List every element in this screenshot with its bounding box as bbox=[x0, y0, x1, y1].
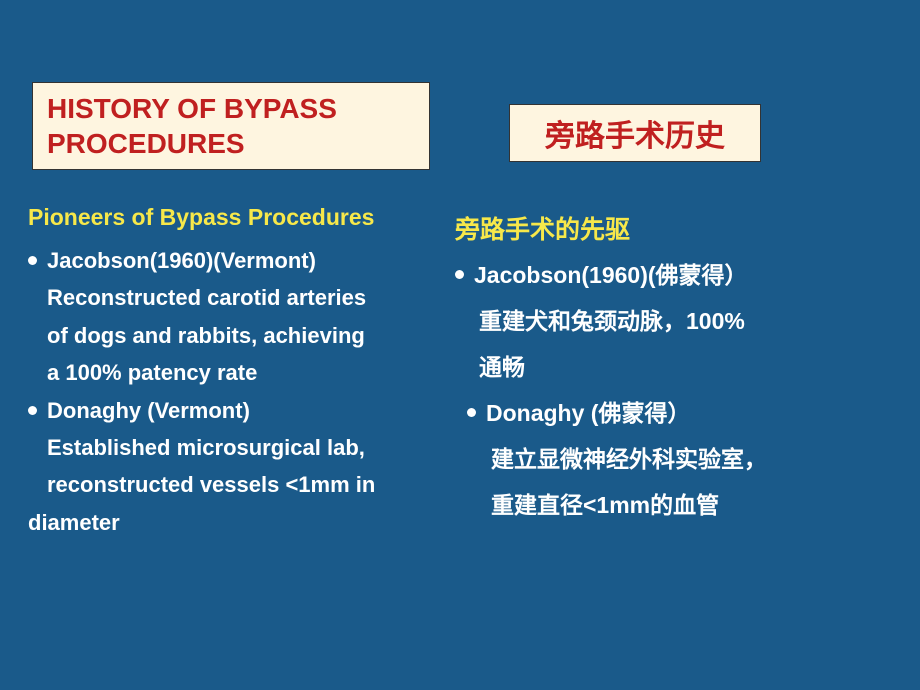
subtitle-left: Pioneers of Bypass Procedures bbox=[28, 204, 374, 231]
item-text: 重建犬和兔颈动脉，100% bbox=[455, 298, 895, 344]
item-text: diameter bbox=[28, 504, 432, 541]
item-text: 重建直径<1mm的血管 bbox=[455, 482, 895, 528]
item-text: of dogs and rabbits, achieving bbox=[28, 317, 432, 354]
bullet-icon bbox=[28, 256, 37, 265]
item-text: Donaghy (佛蒙得） bbox=[486, 390, 895, 436]
item-text: Jacobson(1960)(佛蒙得） bbox=[474, 252, 895, 298]
item-text: Donaghy (Vermont) bbox=[47, 392, 432, 429]
item-text: reconstructed vessels <1mm in bbox=[28, 466, 432, 503]
subtitle-right: 旁路手术的先驱 bbox=[455, 210, 630, 246]
content-right: Jacobson(1960)(佛蒙得） 重建犬和兔颈动脉，100% 通畅 Don… bbox=[455, 252, 895, 528]
list-item: Jacobson(1960)(佛蒙得） bbox=[455, 252, 895, 298]
bullet-icon bbox=[467, 408, 476, 417]
item-text: Jacobson(1960)(Vermont) bbox=[47, 242, 432, 279]
item-text: a 100% patency rate bbox=[28, 354, 432, 391]
content-left: Jacobson(1960)(Vermont) Reconstructed ca… bbox=[28, 242, 432, 541]
item-text: 通畅 bbox=[455, 344, 895, 390]
bullet-icon bbox=[455, 270, 464, 279]
bullet-icon bbox=[28, 406, 37, 415]
list-item: Donaghy (佛蒙得） bbox=[467, 390, 895, 436]
title-right: 旁路手术历史 bbox=[545, 111, 725, 155]
item-text: 建立显微神经外科实验室， bbox=[455, 436, 895, 482]
list-item: Jacobson(1960)(Vermont) bbox=[28, 242, 432, 279]
title-box-left: HISTORY OF BYPASS PROCEDURES bbox=[32, 82, 430, 170]
item-text: Reconstructed carotid arteries bbox=[28, 279, 432, 316]
title-left: HISTORY OF BYPASS PROCEDURES bbox=[47, 91, 415, 161]
list-item: Donaghy (Vermont) bbox=[28, 392, 432, 429]
title-box-right: 旁路手术历史 bbox=[509, 104, 761, 162]
item-text: Established microsurgical lab, bbox=[28, 429, 432, 466]
